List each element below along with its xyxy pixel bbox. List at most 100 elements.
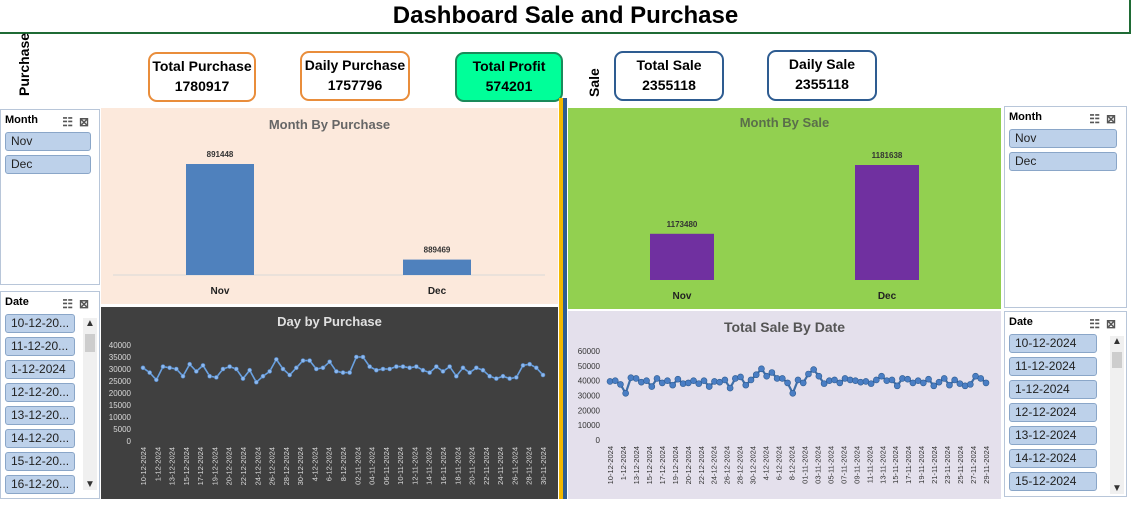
bar-dec: [403, 259, 471, 275]
clear-filter-icon[interactable]: ☷⊠: [1089, 317, 1122, 331]
scroll-down-icon[interactable]: ▼: [85, 479, 95, 490]
data-point: [507, 376, 512, 381]
slicer-item[interactable]: 11-12-20...: [5, 337, 75, 356]
x-tick-label: 13-11-2024: [878, 446, 887, 484]
data-point: [354, 354, 359, 360]
y-tick-label: 15000: [109, 401, 132, 410]
y-tick-label: 10000: [578, 421, 601, 430]
y-tick-label: 30000: [578, 392, 601, 401]
scroll-up-icon[interactable]: ▲: [1112, 336, 1122, 347]
slicer-item[interactable]: 12-12-20...: [5, 383, 75, 402]
data-point: [805, 370, 812, 378]
x-tick-label: 4-12-2024: [762, 446, 771, 480]
slicer-item[interactable]: 15-12-20...: [5, 452, 75, 471]
data-point: [360, 354, 366, 360]
slicer-item[interactable]: 10-12-20...: [5, 314, 75, 333]
data-point: [347, 370, 352, 375]
x-tick-label: 14-11-2024: [425, 447, 434, 485]
kpi-value: 2355118: [642, 77, 696, 93]
data-point: [648, 383, 656, 390]
purchase-date-slicer: Date ☷⊠ 10-12-20... 11-12-20... 1-12-2024 12…: [0, 291, 100, 499]
slicer-item[interactable]: 13-12-20...: [5, 406, 75, 425]
x-tick-label: 6-12-2024: [325, 447, 334, 481]
x-tick-label: 22-12-2024: [239, 447, 248, 485]
x-tick-label: 10-11-2024: [396, 447, 405, 485]
slicer-item[interactable]: 1-12-2024: [1009, 380, 1097, 399]
x-tick-label: 15-12-2024: [182, 447, 191, 485]
slicer-item[interactable]: 13-12-2024: [1009, 426, 1097, 445]
data-point: [314, 366, 319, 372]
data-point: [180, 373, 186, 379]
slicer-item[interactable]: 11-12-2024: [1009, 357, 1097, 376]
x-tick-label: 19-12-2024: [671, 446, 680, 484]
divider-gold: [559, 98, 563, 499]
data-point: [194, 369, 199, 374]
slicer-item[interactable]: 14-12-2024: [1009, 449, 1097, 468]
slicer-item[interactable]: Nov: [1009, 129, 1117, 148]
y-tick-label: 10000: [109, 413, 132, 422]
y-tick-label: 20000: [578, 406, 601, 415]
data-point: [836, 379, 844, 387]
slicer-scrollbar[interactable]: ▲ ▼: [1110, 336, 1124, 494]
data-point: [893, 382, 901, 390]
y-tick-label: 40000: [109, 341, 132, 350]
data-point: [831, 376, 838, 384]
scroll-down-icon[interactable]: ▼: [1112, 483, 1122, 494]
data-point: [982, 379, 990, 387]
scroll-thumb[interactable]: [85, 334, 95, 352]
data-point: [940, 375, 948, 382]
data-point: [494, 376, 499, 381]
data-point: [227, 364, 232, 369]
x-tick-label: 06-11-2024: [382, 447, 391, 485]
slicer-item[interactable]: 1-12-2024: [5, 360, 75, 379]
slicer-item[interactable]: Nov: [5, 132, 91, 151]
slicer-item[interactable]: 14-12-20...: [5, 429, 75, 448]
slicer-item[interactable]: 12-12-2024: [1009, 403, 1097, 422]
kpi-label: Daily Sale: [788, 56, 856, 72]
slicer-item[interactable]: Dec: [1009, 152, 1117, 171]
slicer-item[interactable]: 16-12-20...: [5, 475, 75, 494]
month-by-purchase-chart: Month By Purchase 891448 Nov 889469 Dec: [101, 108, 558, 304]
slicer-header: Date ☷⊠: [1005, 312, 1126, 332]
data-point: [520, 363, 526, 368]
x-tick-label: 10-12-2024: [606, 446, 615, 484]
x-tick-label: 22-12-2024: [697, 446, 706, 484]
x-tick-label: 13-12-2024: [632, 446, 641, 484]
x-tick-label: 21-11-2024: [930, 446, 939, 484]
data-point: [935, 378, 943, 386]
data-label: 1173480: [667, 220, 698, 229]
data-point: [340, 370, 346, 375]
multi-select-icon[interactable]: ☷⊠: [1089, 112, 1122, 126]
y-tick-label: 25000: [109, 377, 132, 386]
multi-select-icon[interactable]: ☷⊠: [62, 115, 95, 129]
slicer-item[interactable]: Dec: [5, 155, 91, 174]
data-point: [514, 375, 519, 380]
data-point: [721, 376, 729, 384]
x-tick-label: 17-11-2024: [904, 446, 913, 484]
slicer-item[interactable]: 15-12-2024: [1009, 472, 1097, 491]
data-point: [167, 365, 172, 371]
data-point: [474, 365, 479, 371]
clear-filter-icon[interactable]: ☷⊠: [62, 297, 95, 311]
x-tick-label: 26-12-2024: [723, 446, 732, 484]
data-point: [742, 381, 750, 389]
data-point: [925, 375, 932, 383]
slicer-item[interactable]: 10-12-2024: [1009, 334, 1097, 353]
sale-month-slicer: Month ☷⊠ Nov Dec: [1004, 106, 1127, 308]
slicer-scrollbar[interactable]: ▲ ▼: [83, 318, 97, 490]
scroll-up-icon[interactable]: ▲: [85, 318, 95, 329]
x-tick-label: 11-11-2024: [865, 446, 874, 483]
data-point: [294, 365, 299, 371]
slicer-header: Month ☷⊠: [1005, 107, 1126, 127]
data-point: [695, 380, 703, 387]
data-point: [540, 372, 546, 378]
category-label: Nov: [673, 291, 692, 302]
data-point: [669, 381, 676, 389]
scroll-thumb[interactable]: [1112, 352, 1122, 368]
category-label: Dec: [878, 291, 897, 302]
data-point: [643, 377, 650, 384]
kpi-value: 1780917: [174, 78, 230, 94]
purchase-section-label: Purchase: [16, 32, 32, 96]
sale-date-slicer: Date ☷⊠ 10-12-2024 11-12-2024 1-12-2024 12-1…: [1004, 311, 1127, 497]
x-tick-label: 15-12-2024: [645, 446, 654, 484]
